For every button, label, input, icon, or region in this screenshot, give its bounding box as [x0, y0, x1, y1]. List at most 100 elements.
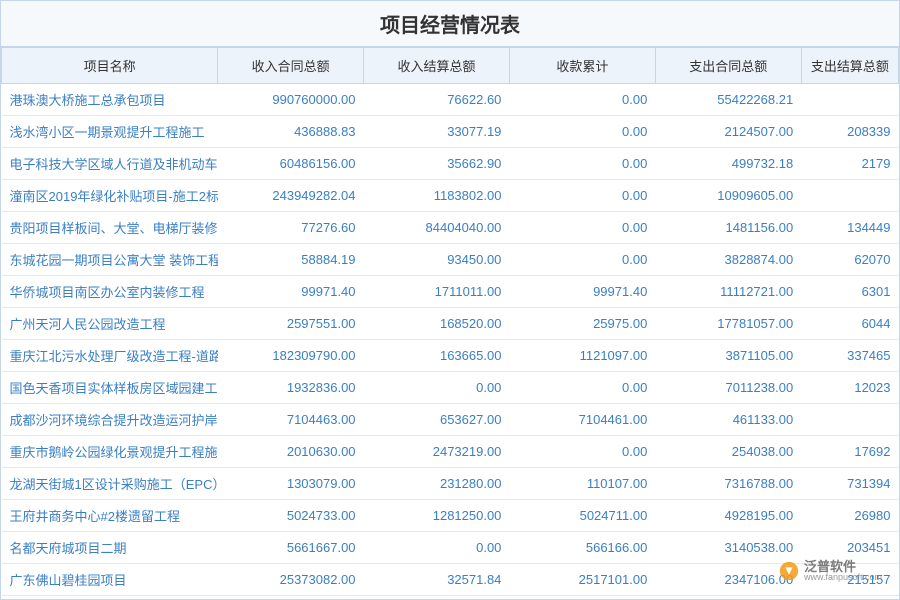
cell-name: 港珠澳大桥施工总承包项目: [2, 84, 218, 116]
cell-value: 0.00: [509, 244, 655, 276]
page-title: 项目经营情况表: [1, 1, 899, 47]
cell-value: 0.00: [509, 84, 655, 116]
cell-value: 566166.00: [509, 532, 655, 564]
table-row[interactable]: 贵阳项目样板间、大堂、电梯厅装修工程77276.6084404040.000.0…: [2, 212, 899, 244]
cell-value: 134449: [801, 212, 898, 244]
cell-value: 2010630.00: [218, 436, 364, 468]
cell-value: 0.00: [364, 532, 510, 564]
table-row[interactable]: 电子科技大学区域人行道及非机动车道工程60486156.0035662.900.…: [2, 148, 899, 180]
cell-value: 168520.00: [364, 308, 510, 340]
cell-value: 0.00: [509, 116, 655, 148]
cell-value: 203451: [801, 532, 898, 564]
header-row: 项目名称 收入合同总额 收入结算总额 收款累计 支出合同总额 支出结算总额: [2, 48, 899, 84]
cell-name: 重庆市鹅岭公园绿化景观提升工程施工: [2, 436, 218, 468]
cell-name: 龙湖天街城1区设计采购施工（EPC）总承: [2, 468, 218, 500]
cell-value: 2179: [801, 148, 898, 180]
cell-value: 5024733.00: [218, 500, 364, 532]
data-table: 项目名称 收入合同总额 收入结算总额 收款累计 支出合同总额 支出结算总额 港珠…: [1, 47, 899, 599]
table-scroll[interactable]: 项目名称 收入合同总额 收入结算总额 收款累计 支出合同总额 支出结算总额 港珠…: [1, 47, 899, 599]
cell-value: 461133.00: [655, 404, 801, 436]
cell-name: 名都天府城项目二期: [2, 532, 218, 564]
cell-value: 35662.90: [364, 148, 510, 180]
cell-value: 499732.18: [655, 148, 801, 180]
cell-value: 259119.00: [509, 596, 655, 600]
table-row[interactable]: 广州天河人民公园改造工程2597551.00168520.0025975.001…: [2, 308, 899, 340]
cell-value: 5661667.00: [218, 532, 364, 564]
col-header[interactable]: 收入结算总额: [364, 48, 510, 84]
cell-value: 77276.60: [218, 212, 364, 244]
cell-value: 58884.19: [218, 244, 364, 276]
table-row[interactable]: 重庆江北污水处理厂级改造工程-道路修复182309790.00163665.00…: [2, 340, 899, 372]
table-row[interactable]: 王府井商务中心#2楼遗留工程5024733.001281250.00502471…: [2, 500, 899, 532]
cell-value: 3871105.00: [655, 340, 801, 372]
cell-value: 2124507.00: [655, 116, 801, 148]
cell-name: 王府井商务中心#2楼遗留工程: [2, 500, 218, 532]
table-row[interactable]: 名都天府城项目二期5661667.000.00566166.003140538.…: [2, 532, 899, 564]
table-row[interactable]: 成都水岸华庭名苑项目一标段2598190.00402020.00259119.0…: [2, 596, 899, 600]
table-row[interactable]: 国色天香项目实体样板房区域园建工程1932836.000.000.0070112…: [2, 372, 899, 404]
cell-value: 163665.00: [364, 340, 510, 372]
cell-value: 6301: [801, 276, 898, 308]
cell-value: 33077.19: [364, 116, 510, 148]
col-header[interactable]: 收入合同总额: [218, 48, 364, 84]
cell-name: 成都水岸华庭名苑项目一标段: [2, 596, 218, 600]
cell-name: 东城花园一期项目公寓大堂 装饰工程: [2, 244, 218, 276]
table-row[interactable]: 东城花园一期项目公寓大堂 装饰工程58884.1993450.000.00382…: [2, 244, 899, 276]
col-header[interactable]: 收款累计: [509, 48, 655, 84]
cell-value: 337465: [801, 340, 898, 372]
cell-value: 7104461.00: [509, 404, 655, 436]
cell-value: 6044: [801, 308, 898, 340]
cell-value: 25975.00: [509, 308, 655, 340]
cell-value: 93450.00: [364, 244, 510, 276]
cell-value: 394674: [801, 596, 898, 600]
col-header[interactable]: 支出结算总额: [801, 48, 898, 84]
cell-value: 0.00: [364, 372, 510, 404]
cell-name: 潼南区2019年绿化补贴项目-施工2标段: [2, 180, 218, 212]
cell-value: 990760000.00: [218, 84, 364, 116]
cell-value: 99971.40: [509, 276, 655, 308]
cell-value: 99971.40: [218, 276, 364, 308]
cell-value: 17692: [801, 436, 898, 468]
cell-value: 60486156.00: [218, 148, 364, 180]
col-header[interactable]: 项目名称: [2, 48, 218, 84]
cell-value: 3828874.00: [655, 244, 801, 276]
table-row[interactable]: 广东佛山碧桂园项目25373082.0032571.842517101.0023…: [2, 564, 899, 596]
cell-value: 0.00: [509, 212, 655, 244]
cell-value: 11112721.00: [655, 276, 801, 308]
cell-name: 贵阳项目样板间、大堂、电梯厅装修工程: [2, 212, 218, 244]
cell-value: 3140538.00: [655, 532, 801, 564]
cell-value: 4928195.00: [655, 500, 801, 532]
col-header[interactable]: 支出合同总额: [655, 48, 801, 84]
cell-value: 32571.84: [364, 564, 510, 596]
cell-value: 653627.00: [364, 404, 510, 436]
cell-value: 1281250.00: [364, 500, 510, 532]
cell-value: 215157: [801, 564, 898, 596]
cell-value: 1481156.00: [655, 212, 801, 244]
cell-value: 12023: [801, 372, 898, 404]
table-row[interactable]: 成都沙河环境综合提升改造运河护岸维修7104463.00653627.00710…: [2, 404, 899, 436]
cell-name: 华侨城项目南区办公室内装修工程: [2, 276, 218, 308]
table-row[interactable]: 华侨城项目南区办公室内装修工程99971.401711011.0099971.4…: [2, 276, 899, 308]
cell-name: 广州天河人民公园改造工程: [2, 308, 218, 340]
cell-value: 62070: [801, 244, 898, 276]
table-row[interactable]: 龙湖天街城1区设计采购施工（EPC）总承1303079.00231280.001…: [2, 468, 899, 500]
table-row[interactable]: 重庆市鹅岭公园绿化景观提升工程施工2010630.002473219.000.0…: [2, 436, 899, 468]
table-row[interactable]: 港珠澳大桥施工总承包项目990760000.0076622.600.005542…: [2, 84, 899, 116]
cell-value: 25373082.00: [218, 564, 364, 596]
cell-value: 2347106.00: [655, 564, 801, 596]
cell-name: 成都沙河环境综合提升改造运河护岸维修: [2, 404, 218, 436]
cell-value: 208339: [801, 116, 898, 148]
cell-value: 2598190.00: [218, 596, 364, 600]
table-body: 港珠澳大桥施工总承包项目990760000.0076622.600.005542…: [2, 84, 899, 600]
table-row[interactable]: 潼南区2019年绿化补贴项目-施工2标段243949282.041183802.…: [2, 180, 899, 212]
table-row[interactable]: 浅水湾小区一期景观提升工程施工436888.8333077.190.002124…: [2, 116, 899, 148]
cell-value: 7104463.00: [218, 404, 364, 436]
report-panel: 项目经营情况表 项目名称 收入合同总额 收入结算总额 收款累计 支出合同总额 支…: [0, 0, 900, 600]
cell-value: 76622.60: [364, 84, 510, 116]
cell-name: 浅水湾小区一期景观提升工程施工: [2, 116, 218, 148]
cell-value: 402020.00: [364, 596, 510, 600]
cell-value: 1711011.00: [364, 276, 510, 308]
cell-value: 0.00: [509, 372, 655, 404]
cell-value: 4286673.00: [655, 596, 801, 600]
cell-name: 广东佛山碧桂园项目: [2, 564, 218, 596]
